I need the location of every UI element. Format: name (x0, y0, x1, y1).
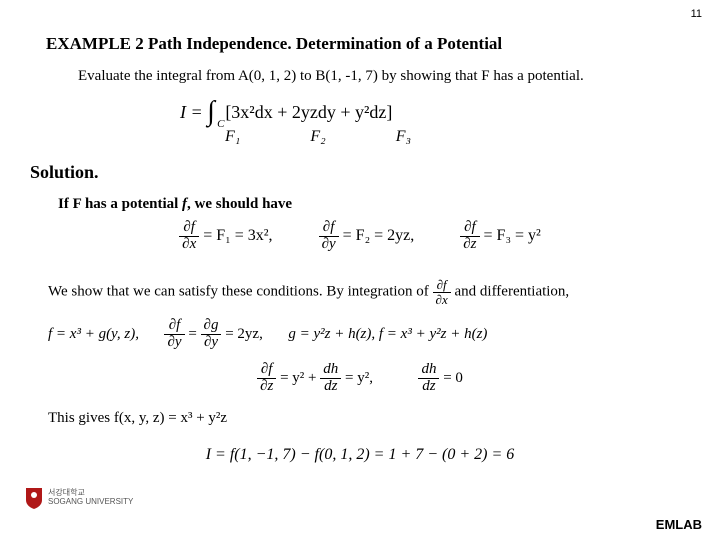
dh-dz-step: ∂f∂z = y² + dhdz = y², dhdz = 0 (0, 362, 720, 395)
university-logo: 서강대학교 SOGANG UNIVERSITY (24, 486, 133, 510)
integral-sub: C (217, 118, 224, 130)
example-heading: EXAMPLE 2 Path Independence. Determinati… (46, 34, 502, 54)
solution-heading: Solution. (30, 162, 99, 183)
logo-english: SOGANG UNIVERSITY (48, 498, 133, 507)
solution-intro: If F has a potential f, we should have (58, 196, 292, 213)
label-f1: F₁ (225, 128, 240, 145)
integral-body: [3x²dx + 2yzdy + y²dz] (225, 102, 392, 123)
partial-derivative-conditions: ∂f∂x = F₁ = 3x², ∂f∂y = F₂ = 2yz, ∂f∂z =… (0, 220, 720, 253)
label-f2: F₂ (310, 128, 325, 145)
final-evaluation: I = f(1, −1, 7) − f(0, 1, 2) = 1 + 7 − (… (0, 446, 720, 464)
page-number: 11 (691, 8, 702, 20)
integral-lhs: I = (180, 102, 203, 123)
integral-symbol: ∫ (207, 96, 215, 127)
shield-icon (24, 486, 44, 510)
narrative-integration: We show that we can satisfy these condit… (48, 278, 569, 306)
result-potential: This gives f(x, y, z) = x³ + y²z (48, 410, 227, 427)
integration-step: f = x³ + g(y, z), ∂f∂y = ∂g∂y = 2yz, g =… (0, 318, 720, 351)
label-f3: F₃ (396, 128, 411, 145)
lab-label: EMLAB (656, 517, 702, 532)
integral-equation: I = ∫ C [3x²dx + 2yzdy + y²dz] (180, 96, 392, 128)
integrand-labels: F₁ F₂ F₃ (225, 128, 411, 146)
problem-statement: Evaluate the integral from A(0, 1, 2) to… (78, 68, 584, 85)
